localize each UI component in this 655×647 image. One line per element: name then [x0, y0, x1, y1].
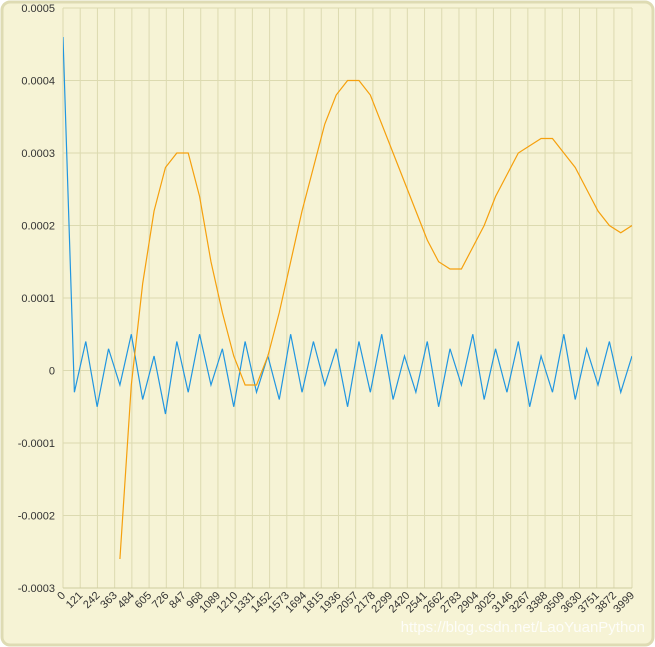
plot-area — [63, 36, 632, 560]
y-tick-label: 0.0004 — [21, 76, 55, 88]
grid — [62, 7, 633, 589]
y-tick-label: -0.0001 — [18, 438, 55, 450]
y-tick-label: 0.0001 — [21, 293, 55, 305]
y-tick-label: 0 — [49, 366, 55, 378]
y-tick-label: 0.0002 — [21, 221, 55, 233]
y-tick-label: 0.0003 — [21, 148, 55, 160]
series-line — [63, 36, 632, 415]
watermark: https://blog.csdn.net/LaoYuanPython — [401, 619, 645, 636]
y-tick-label: -0.0002 — [18, 511, 55, 523]
series-line — [119, 79, 632, 560]
y-tick-label: 0.0005 — [21, 3, 55, 15]
y-tick-label: -0.0003 — [18, 583, 55, 595]
